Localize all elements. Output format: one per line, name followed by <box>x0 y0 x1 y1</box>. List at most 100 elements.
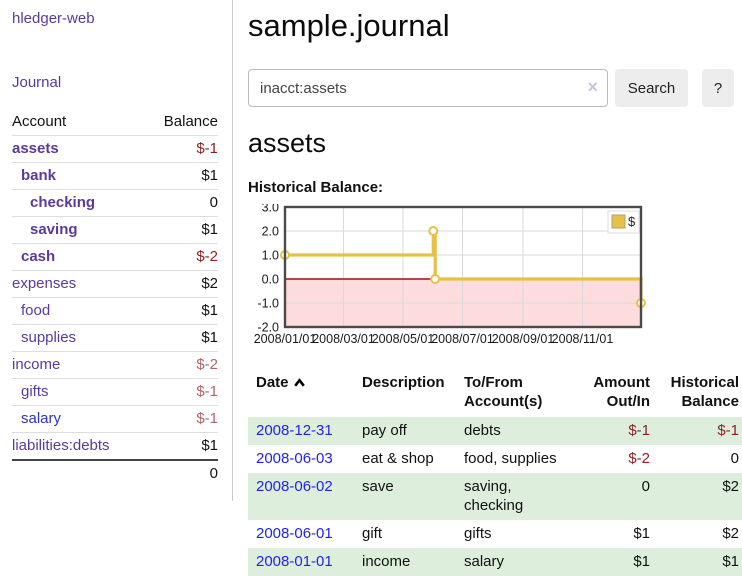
transaction-date-link[interactable]: 2008-06-01 <box>256 525 333 542</box>
transaction-accounts: saving, checking <box>464 478 524 514</box>
search-form: × Search ? <box>248 69 735 107</box>
account-row: gifts $-1 <box>12 378 218 406</box>
transaction-row: 2008-06-02 save saving, checking 0 $2 <box>248 473 742 520</box>
search-input-wrap: × <box>248 69 608 107</box>
transaction-balance: $1 <box>722 553 739 570</box>
account-row: checking 0 <box>12 189 218 217</box>
transaction-date-link[interactable]: 2008-01-01 <box>256 553 333 570</box>
sidebar-account-link[interactable]: salary <box>21 410 62 427</box>
svg-text:3.0: 3.0 <box>262 204 279 215</box>
account-row: salary $-1 <box>12 405 218 433</box>
sidebar-account-link[interactable]: gifts <box>21 383 49 400</box>
page-title: sample.journal <box>248 8 450 43</box>
transaction-date-link[interactable]: 2008-06-02 <box>256 478 333 495</box>
accounts-total-value: 0 <box>144 459 218 487</box>
sidebar-account-link[interactable]: checking <box>30 194 96 211</box>
transaction-row: 2008-06-03 eat & shop food, supplies $-2 0 <box>248 445 742 473</box>
col-header-date-label: Date <box>256 374 289 391</box>
svg-text:2008/07/01: 2008/07/01 <box>431 332 494 346</box>
sidebar-account-link[interactable]: cash <box>21 248 56 265</box>
svg-text:2008/05/01: 2008/05/01 <box>372 332 435 346</box>
account-balance: $1 <box>144 432 218 460</box>
sidebar-account-link[interactable]: bank <box>21 167 57 184</box>
accounts-total-spacer <box>12 459 145 487</box>
search-button[interactable]: Search <box>615 69 688 107</box>
account-balance: $1 <box>144 297 218 325</box>
transaction-amount: $1 <box>633 525 650 542</box>
svg-text:2008/11/01: 2008/11/01 <box>552 332 614 346</box>
account-row: liabilities:debts $1 <box>12 432 218 460</box>
account-balance: $1 <box>144 162 218 190</box>
transaction-accounts: debts <box>464 422 501 439</box>
account-row: bank $1 <box>12 162 218 190</box>
transaction-description: gift <box>362 525 383 542</box>
account-balance: $-1 <box>144 405 218 433</box>
account-balance: $-1 <box>144 378 218 406</box>
transaction-row: 2008-12-31 pay off debts $-1 $-1 <box>248 417 742 445</box>
register-header-row: Date Description To/From Account(s) Amou… <box>248 369 742 417</box>
accounts-total-row: 0 <box>12 459 218 487</box>
sidebar-account-link[interactable]: expenses <box>12 275 77 292</box>
transaction-amount: $1 <box>633 553 650 570</box>
transaction-amount: $-2 <box>628 450 650 467</box>
svg-text:0.0: 0.0 <box>262 273 279 287</box>
search-input[interactable] <box>248 69 608 107</box>
account-row: saving $1 <box>12 216 218 244</box>
svg-text:$: $ <box>628 214 636 229</box>
sidebar-account-link[interactable]: income <box>12 356 61 373</box>
transaction-balance: $2 <box>722 478 739 495</box>
col-header-description[interactable]: Description <box>362 374 445 391</box>
svg-text:-2.0: -2.0 <box>257 321 279 335</box>
transaction-description: income <box>362 553 411 570</box>
transaction-amount: 0 <box>641 478 650 495</box>
account-balance: 0 <box>144 189 218 217</box>
sidebar-account-link[interactable]: saving <box>30 221 78 238</box>
transaction-date-link[interactable]: 2008-06-03 <box>256 450 333 467</box>
app-title-link[interactable]: hledger-web <box>12 10 95 27</box>
transaction-balance: 0 <box>730 450 739 467</box>
transaction-row: 2008-06-01 gift gifts $1 $2 <box>248 520 742 548</box>
sidebar-account-link[interactable]: supplies <box>21 329 77 346</box>
clear-search-icon[interactable]: × <box>587 77 598 97</box>
transaction-description: eat & shop <box>362 450 434 467</box>
transaction-date-link[interactable]: 2008-12-31 <box>256 422 333 439</box>
accounts-header-balance: Balance <box>163 113 218 130</box>
chart-title: Historical Balance: <box>248 179 384 196</box>
transaction-balance: $-1 <box>717 422 739 439</box>
sidebar: hledger-web Journal Account Balance asse… <box>0 0 233 501</box>
account-balance: $1 <box>144 324 218 352</box>
account-heading: assets <box>248 128 327 158</box>
sidebar-account-link[interactable]: food <box>21 302 51 319</box>
svg-text:-1.0: -1.0 <box>257 297 279 311</box>
account-balance: $-2 <box>144 243 218 271</box>
main-panel: sample.journal × Search ? assets Histori… <box>233 0 742 576</box>
transaction-accounts: salary <box>464 553 505 570</box>
account-row: assets $-1 <box>12 135 218 163</box>
sidebar-account-link[interactable]: liabilities:debts <box>12 437 110 454</box>
transaction-accounts: gifts <box>464 525 492 542</box>
sidebar-account-link[interactable]: assets <box>12 140 59 157</box>
svg-text:1.0: 1.0 <box>262 249 279 263</box>
account-balance: $2 <box>144 270 218 298</box>
transaction-description: save <box>362 478 394 495</box>
accounts-header-account: Account <box>12 113 67 130</box>
accounts-table: Account Balance assets $-1 bank $1 checking 0… <box>12 109 218 487</box>
col-header-date[interactable]: Date <box>248 369 354 417</box>
account-row: food $1 <box>12 297 218 325</box>
transaction-balance: $2 <box>722 525 739 542</box>
account-row: income $-2 <box>12 351 218 379</box>
accounts-header-row: Account Balance <box>12 109 218 136</box>
svg-text:2.0: 2.0 <box>262 225 279 239</box>
sidebar-item-journal[interactable]: Journal <box>12 74 62 91</box>
search-help-button[interactable]: ? <box>702 69 734 107</box>
col-header-amount[interactable]: Amount Out/In <box>593 374 650 410</box>
svg-text:2008/03/01: 2008/03/01 <box>312 332 375 346</box>
svg-text:2008/01/01: 2008/01/01 <box>254 332 317 346</box>
balance-chart: $3.0 2.0 1.0 0.0 -1.0 -2.0 2008/01/01 2008/03/0… <box>248 204 735 354</box>
transaction-row: 2008-01-01 income salary $1 $1 <box>248 548 742 576</box>
col-header-accounts[interactable]: To/From Account(s) <box>464 374 543 410</box>
account-row: cash $-2 <box>12 243 218 271</box>
col-header-balance[interactable]: Historical Balance <box>670 374 739 410</box>
transaction-amount: $-1 <box>628 422 650 439</box>
